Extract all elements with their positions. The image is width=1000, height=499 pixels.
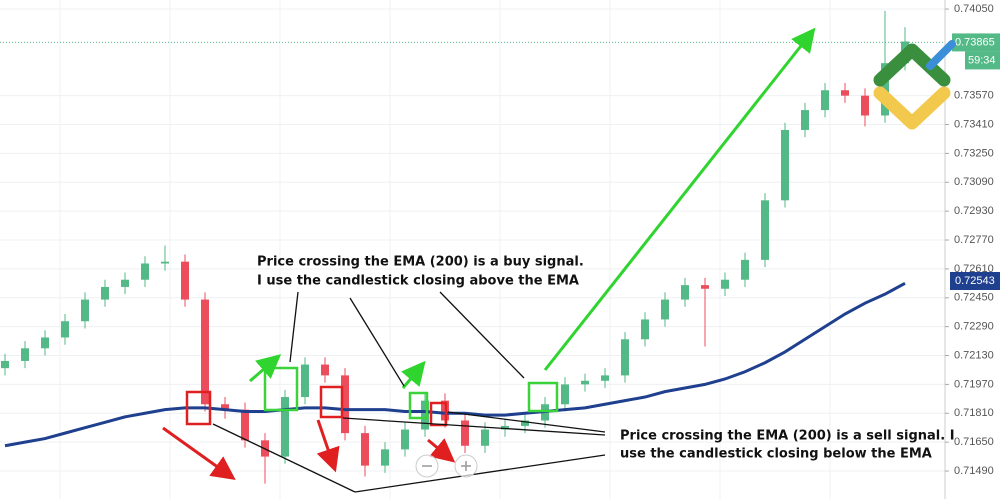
- last-price-label: 0.73865: [955, 36, 995, 48]
- candle-body: [681, 285, 689, 300]
- candle-body: [501, 425, 509, 430]
- arrows: [162, 27, 816, 480]
- candle-body: [801, 110, 809, 130]
- candle-body: [301, 364, 309, 398]
- last-price-box: [952, 33, 1000, 52]
- down-arrow: [162, 426, 236, 480]
- countdown-box: [965, 51, 1000, 70]
- candle-body: [561, 384, 569, 405]
- candle-body: [201, 299, 209, 405]
- candle-body: [141, 263, 149, 280]
- up-arrow: [543, 27, 816, 371]
- candle-body: [461, 420, 469, 446]
- candle-body: [521, 420, 529, 426]
- candle-body: [321, 364, 329, 376]
- candle-body: [781, 129, 789, 201]
- y-tick-label: 0.71970: [954, 378, 994, 390]
- zoom-in-button[interactable]: [454, 454, 478, 478]
- y-tick-label: 0.73090: [954, 176, 994, 188]
- y-tick-label: 0.74050: [954, 3, 994, 15]
- candle-body: [621, 339, 629, 376]
- countdown-label: 59:34: [968, 54, 996, 66]
- candle-body: [641, 319, 649, 340]
- candle-body: [101, 286, 109, 300]
- sell-box: [185, 390, 212, 426]
- candle-body: [861, 95, 869, 116]
- buy-box: [527, 381, 559, 413]
- y-tick-label: 0.71490: [954, 465, 994, 477]
- candle-body: [701, 285, 709, 289]
- candle-body: [421, 400, 429, 430]
- candle-body: [581, 380, 589, 385]
- y-tick-label: 0.72610: [954, 263, 994, 275]
- grid: [0, 8, 945, 472]
- candle-body: [241, 409, 249, 441]
- y-tick-label: 0.73410: [954, 118, 994, 130]
- candle-body: [601, 375, 609, 381]
- y-tick-label: 0.72290: [954, 321, 994, 333]
- candle-body: [381, 449, 389, 466]
- y-tick-label: 0.71810: [954, 407, 994, 419]
- candle-body: [81, 299, 89, 322]
- sell-box: [319, 385, 344, 419]
- buy-note: I use the candlestick closing above the …: [257, 274, 579, 289]
- up-arrow: [249, 354, 282, 383]
- candle-body: [361, 433, 369, 466]
- y-tick-label: 0.72130: [954, 349, 994, 361]
- candle-body: [61, 321, 69, 338]
- price-axis: 0.74050 0.73570 0.73410 0.73250 0.73090 0.729…: [945, 3, 1000, 477]
- candle-body: [721, 279, 729, 289]
- sell-note: Price crossing the EMA (200) is a sell s…: [620, 429, 955, 444]
- down-arrow: [427, 438, 456, 463]
- candle-body: [761, 200, 769, 260]
- candle-body: [21, 348, 29, 361]
- candle-body: [661, 299, 669, 320]
- y-tick-label: 0.71650: [954, 436, 994, 448]
- buy-note: Price crossing the EMA (200) is a buy si…: [257, 255, 584, 270]
- logo: [873, 40, 956, 130]
- sell-box: [429, 401, 448, 427]
- down-arrow: [316, 419, 340, 473]
- time-grid: [59, 0, 831, 499]
- candle-body: [741, 259, 749, 280]
- sell-note: use the candlestick closing below the EM…: [620, 447, 932, 462]
- pointer-lines: [212, 291, 606, 493]
- y-tick-label: 0.73250: [954, 147, 994, 159]
- candle-body: [841, 90, 849, 96]
- y-tick-label: 0.72930: [954, 205, 994, 217]
- ema-price-label: 0.72543: [955, 275, 995, 287]
- ema-price-box: [950, 271, 1000, 290]
- candle-body: [221, 404, 229, 410]
- up-arrow: [401, 360, 426, 389]
- zoom-out-button[interactable]: [415, 454, 439, 478]
- y-tick-label: 0.72450: [954, 292, 994, 304]
- candle-body: [281, 397, 289, 457]
- candle-body: [121, 279, 129, 287]
- candle-body: [481, 429, 489, 446]
- y-tick-label: 0.73570: [954, 90, 994, 102]
- candle-body: [181, 261, 189, 300]
- candle-body: [401, 429, 409, 450]
- overlay: [0, 41, 945, 448]
- zoom-controls: [415, 454, 478, 478]
- buy-box: [408, 391, 429, 420]
- candle-body: [821, 90, 829, 111]
- y-tick-label: 0.72770: [954, 234, 994, 246]
- candle-body: [1, 360, 9, 369]
- candle-body: [161, 261, 169, 264]
- signal-boxes: [185, 366, 559, 427]
- candle-body: [341, 375, 349, 434]
- candle-body: [41, 337, 49, 349]
